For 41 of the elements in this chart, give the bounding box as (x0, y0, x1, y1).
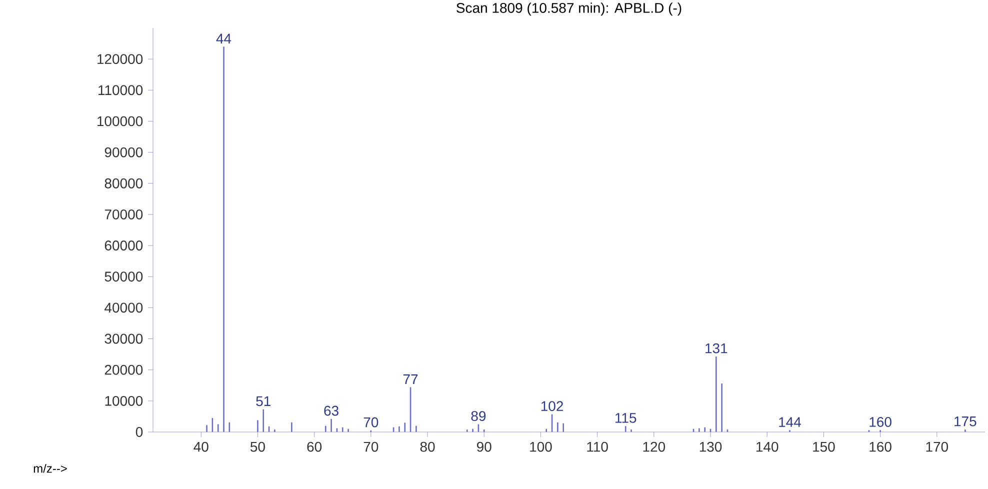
x-tick-label: 40 (194, 442, 208, 452)
y-tick-label: 30000 (104, 334, 143, 344)
y-tick-label: 80000 (104, 178, 143, 188)
x-tick-label: 100 (530, 442, 552, 452)
annotation: 89 (471, 411, 486, 422)
x-tick-label: 130 (700, 442, 722, 452)
x-tick-label: 50 (250, 442, 265, 452)
annotation: 102 (541, 401, 563, 412)
x-tick-label: 110 (587, 442, 608, 452)
annotation: 115 (616, 413, 636, 423)
x-tick-label: 140 (756, 442, 778, 452)
x-axis-title: m/z--> (34, 464, 67, 473)
y-tick-label: 10000 (105, 396, 143, 406)
annotation: 77 (403, 374, 418, 384)
y-tick-label: 0 (136, 427, 143, 437)
annotation: 70 (364, 417, 378, 428)
y-tick-label: 100000 (97, 116, 143, 126)
annotation: 44 (216, 34, 232, 44)
annotation: 131 (706, 343, 728, 354)
annotation: 144 (779, 417, 801, 427)
x-tick-label: 120 (643, 442, 666, 452)
x-tick-label: 70 (364, 442, 378, 452)
x-tick-label: 150 (813, 442, 835, 452)
y-tick-label: 120000 (97, 54, 143, 64)
annotation: 175 (954, 416, 976, 426)
x-tick-label: 160 (870, 442, 892, 452)
y-tick-label: 60000 (104, 240, 143, 250)
y-tick-label: 20000 (104, 364, 143, 375)
annotation: 51 (256, 396, 270, 406)
annotation: 63 (324, 406, 338, 416)
annotation: 160 (870, 417, 892, 427)
y-tick-label: 90000 (104, 147, 143, 158)
y-tick-label: 40000 (104, 302, 143, 313)
y-tick-label: 70000 (104, 209, 143, 220)
chart-title: Scan 1809 (10.587 min): APBL.D (-) (456, 2, 682, 16)
x-tick-label: 170 (926, 442, 948, 452)
y-tick-label: 50000 (104, 272, 143, 282)
x-tick-label: 90 (476, 442, 492, 452)
x-tick-label: 80 (420, 442, 435, 452)
y-tick-label: 110000 (98, 85, 143, 96)
x-tick-label: 60 (307, 442, 322, 452)
